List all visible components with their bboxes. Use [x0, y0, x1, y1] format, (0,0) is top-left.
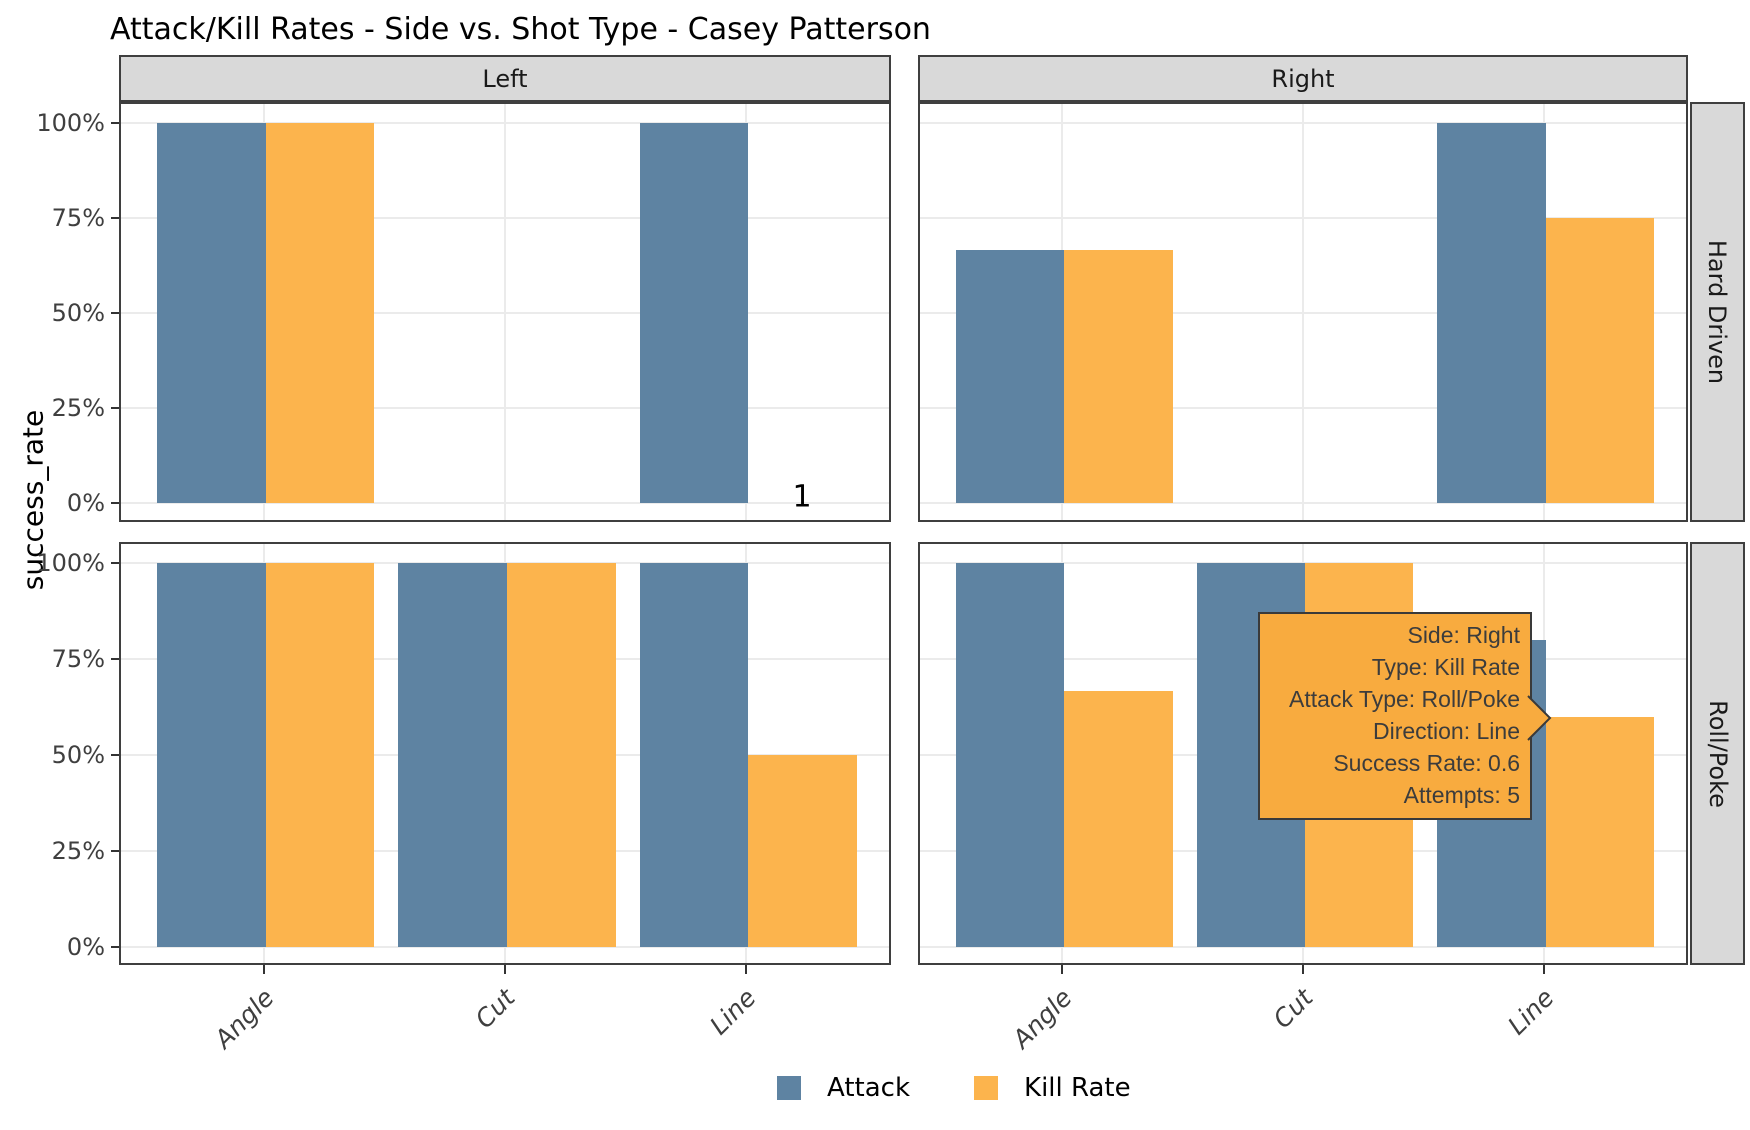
gridline-vertical	[1302, 104, 1304, 520]
x-axis-tick-label-text: Angle	[208, 983, 280, 1054]
y-axis-tick	[111, 122, 119, 124]
tooltip-line-side: Side: Right	[1407, 622, 1520, 648]
bar-kill-rate[interactable]	[748, 755, 857, 947]
x-axis-tick	[504, 965, 506, 974]
bar-attack[interactable]	[639, 563, 749, 947]
legend: Attack Kill Rate	[777, 1073, 1131, 1103]
y-axis-tick	[111, 312, 119, 314]
y-axis-tick	[111, 850, 119, 852]
y-axis-tick	[111, 562, 119, 564]
gridline-horizontal	[920, 122, 1686, 124]
x-axis-tick	[1542, 965, 1545, 974]
y-axis-tick	[111, 658, 119, 660]
facet-strip-right-label: Right	[1271, 64, 1335, 93]
tooltip-line-direction: Direction: Line	[1372, 718, 1520, 744]
y-axis-tick	[111, 502, 119, 504]
y-axis-tick-label: 50%	[51, 299, 105, 327]
bar-attack[interactable]	[157, 563, 266, 947]
facet-strip-roll-poke: Roll/Poke	[1690, 542, 1745, 965]
chart-title: Attack/Kill Rates - Side vs. Shot Type -…	[110, 12, 931, 47]
x-axis-tick	[745, 965, 748, 974]
tooltip-line-attack-type: Attack Type: Roll/Poke	[1289, 686, 1520, 712]
y-axis-tick-label: 25%	[51, 394, 105, 422]
x-axis-tick-label-text: Angle	[1007, 983, 1078, 1054]
x-axis-tick-label-text: Line	[704, 983, 762, 1041]
tooltip-line-type: Type: Kill Rate	[1371, 654, 1520, 680]
bar-attack[interactable]	[398, 563, 507, 947]
facet-strip-hard-driven: Hard Driven	[1690, 102, 1745, 522]
y-axis-tick	[111, 946, 119, 948]
bar-attack[interactable]	[157, 123, 266, 503]
legend-swatch-attack	[777, 1076, 801, 1100]
y-axis-tick	[111, 217, 119, 219]
tooltip-line-success-rate: Success Rate: 0.6	[1333, 750, 1520, 776]
y-axis-tick-label: 25%	[51, 837, 105, 865]
bar-kill-rate[interactable]	[265, 563, 375, 947]
legend-entry-attack[interactable]: Attack	[777, 1073, 910, 1103]
hover-tooltip: Side: Right Type: Kill Rate Attack Type:…	[1258, 612, 1532, 820]
x-axis-tick	[1302, 965, 1304, 974]
bar-attack[interactable]	[1437, 123, 1546, 503]
y-axis-tick-label: 100%	[36, 109, 105, 137]
bar-kill-rate[interactable]	[1064, 249, 1173, 503]
x-axis-tick-label-text: Line	[1501, 983, 1560, 1041]
bar-kill-rate[interactable]	[507, 563, 616, 947]
panel-left-hard-driven	[119, 102, 891, 522]
y-axis-tick-label: 0%	[66, 489, 105, 517]
bar-count-annotation: 1	[792, 479, 812, 515]
y-axis-tick	[111, 407, 119, 409]
legend-entry-kill-rate[interactable]: Kill Rate	[974, 1073, 1131, 1103]
facet-strip-left-label: Left	[482, 64, 528, 93]
bar-kill-rate[interactable]	[1545, 716, 1654, 947]
bar-kill-rate[interactable]	[1545, 218, 1654, 503]
y-axis-tick-label: 75%	[51, 204, 105, 232]
panel-right-hard-driven	[918, 102, 1688, 522]
legend-label-kill-rate: Kill Rate	[1024, 1073, 1131, 1103]
tooltip-pointer-icon	[1527, 695, 1552, 741]
bar-kill-rate[interactable]	[1064, 690, 1173, 947]
x-axis-tick	[1061, 965, 1064, 974]
legend-swatch-kill-rate	[974, 1076, 999, 1100]
x-axis-tick	[262, 965, 265, 974]
y-axis-tick-label: 50%	[51, 741, 105, 769]
y-axis-tick-label: 0%	[66, 933, 105, 961]
bar-attack[interactable]	[956, 563, 1065, 947]
facet-strip-right: Right	[918, 55, 1688, 102]
x-axis-tick-label-text: Cut	[469, 983, 521, 1034]
facet-strip-left: Left	[119, 55, 891, 102]
y-axis-tick-label: 75%	[51, 645, 105, 673]
y-axis-tick-label: 100%	[36, 549, 105, 577]
x-axis-tick-label-text: Cut	[1267, 983, 1319, 1034]
tooltip-line-attempts: Attempts: 5	[1403, 782, 1520, 808]
y-axis-tick	[111, 754, 119, 756]
legend-label-attack: Attack	[827, 1073, 911, 1103]
facet-strip-roll-poke-label: Roll/Poke	[1703, 699, 1732, 808]
bar-kill-rate[interactable]	[265, 123, 375, 503]
facet-strip-hard-driven-label: Hard Driven	[1703, 239, 1732, 385]
bar-attack[interactable]	[956, 249, 1065, 503]
gridline-vertical	[504, 104, 506, 520]
bar-attack[interactable]	[639, 123, 749, 503]
panel-left-roll-poke	[119, 542, 891, 965]
